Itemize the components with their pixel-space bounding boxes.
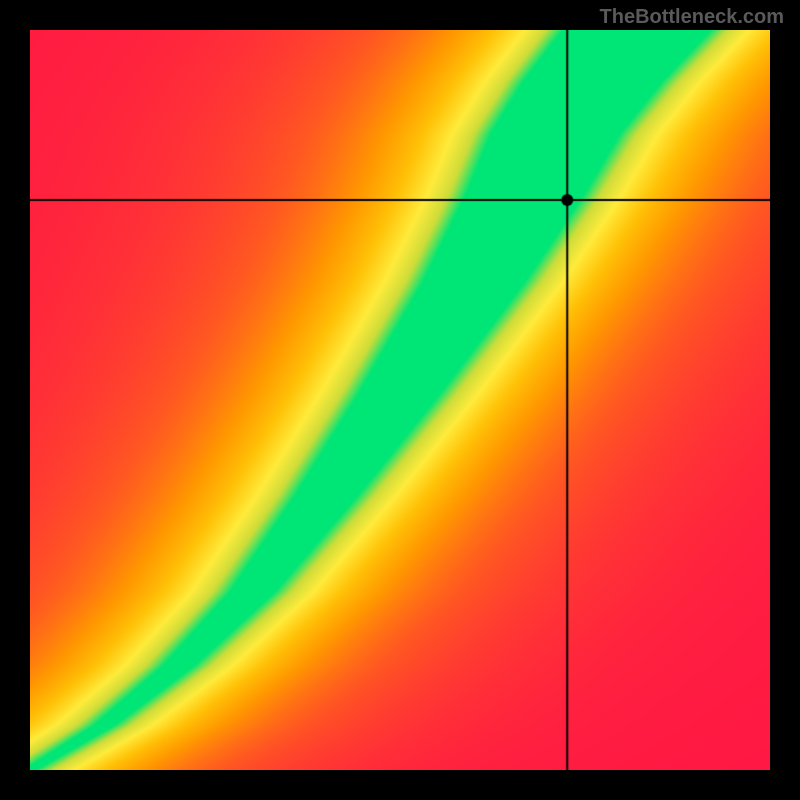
chart-frame: TheBottleneck.com — [0, 0, 800, 800]
crosshair-overlay — [30, 30, 770, 770]
watermark-text: TheBottleneck.com — [600, 6, 784, 29]
plot-area — [30, 30, 770, 770]
